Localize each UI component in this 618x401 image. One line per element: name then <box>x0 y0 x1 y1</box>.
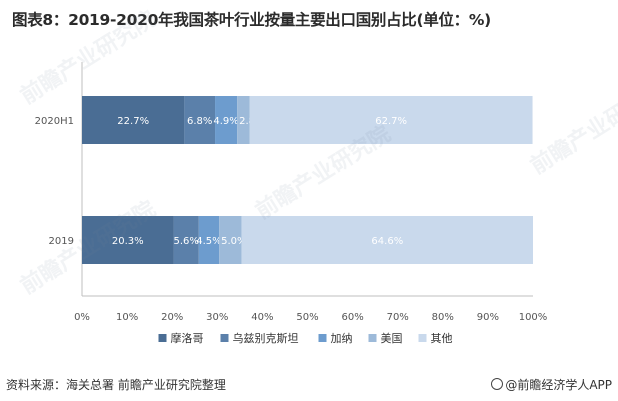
x-tick-label: 10% <box>116 312 138 323</box>
bar-segment <box>198 216 220 264</box>
legend-swatch <box>220 334 229 342</box>
brand-credit: @前瞻经济学人APP <box>491 376 612 393</box>
source-note: 资料来源：海关总署 前瞻产业研究院整理 <box>6 378 226 392</box>
data-label: 4.9% <box>213 116 238 127</box>
data-label: 6.8% <box>187 116 212 127</box>
x-tick-label: 100% <box>519 312 548 323</box>
data-label: 5.6% <box>173 236 198 247</box>
bar-segment <box>82 216 174 264</box>
legend-swatch <box>368 334 377 342</box>
x-tick-label: 50% <box>296 312 318 323</box>
legend-label: 美国 <box>381 332 403 345</box>
legend-label: 乌兹别克斯坦 <box>233 331 299 345</box>
x-tick-label: 70% <box>387 312 409 323</box>
chart-title: 图表8：2019-2020年我国茶叶行业按量主要出口国别占比(单位：%) <box>12 11 491 29</box>
x-tick-label: 0% <box>74 312 90 323</box>
data-label: 64.6% <box>371 236 403 247</box>
data-label: 22.7% <box>117 116 149 127</box>
data-label: 62.7% <box>375 116 407 127</box>
x-tick-label: 30% <box>206 312 228 323</box>
brand-credit-text: @前瞻经济学人APP <box>505 378 612 392</box>
x-tick-label: 90% <box>477 312 499 323</box>
legend-label: 摩洛哥 <box>171 331 204 345</box>
bar-segment <box>173 216 199 264</box>
legend-swatch <box>318 334 327 342</box>
bar-segment <box>215 96 238 144</box>
data-label: 4.5% <box>196 236 221 247</box>
x-tick-label: 80% <box>432 312 454 323</box>
bar-segment <box>237 96 250 144</box>
legend-swatch <box>418 334 427 342</box>
data-label: 5.0% <box>221 236 246 247</box>
y-tick-label: 2019 <box>49 236 74 247</box>
legend-label: 其他 <box>431 332 453 345</box>
bar-segment <box>82 96 185 144</box>
qianzhan-logo-icon <box>491 378 504 390</box>
bar-segment <box>241 216 534 264</box>
legend-label: 加纳 <box>331 332 353 345</box>
bar-segment <box>219 216 242 264</box>
bar-segment <box>249 96 533 144</box>
data-label: 20.3% <box>112 236 144 247</box>
x-tick-label: 20% <box>161 312 183 323</box>
x-tick-label: 60% <box>341 312 363 323</box>
y-tick-label: 2020H1 <box>35 116 74 127</box>
bar-segment <box>184 96 216 144</box>
x-tick-label: 40% <box>251 312 273 323</box>
legend-swatch <box>158 334 167 342</box>
